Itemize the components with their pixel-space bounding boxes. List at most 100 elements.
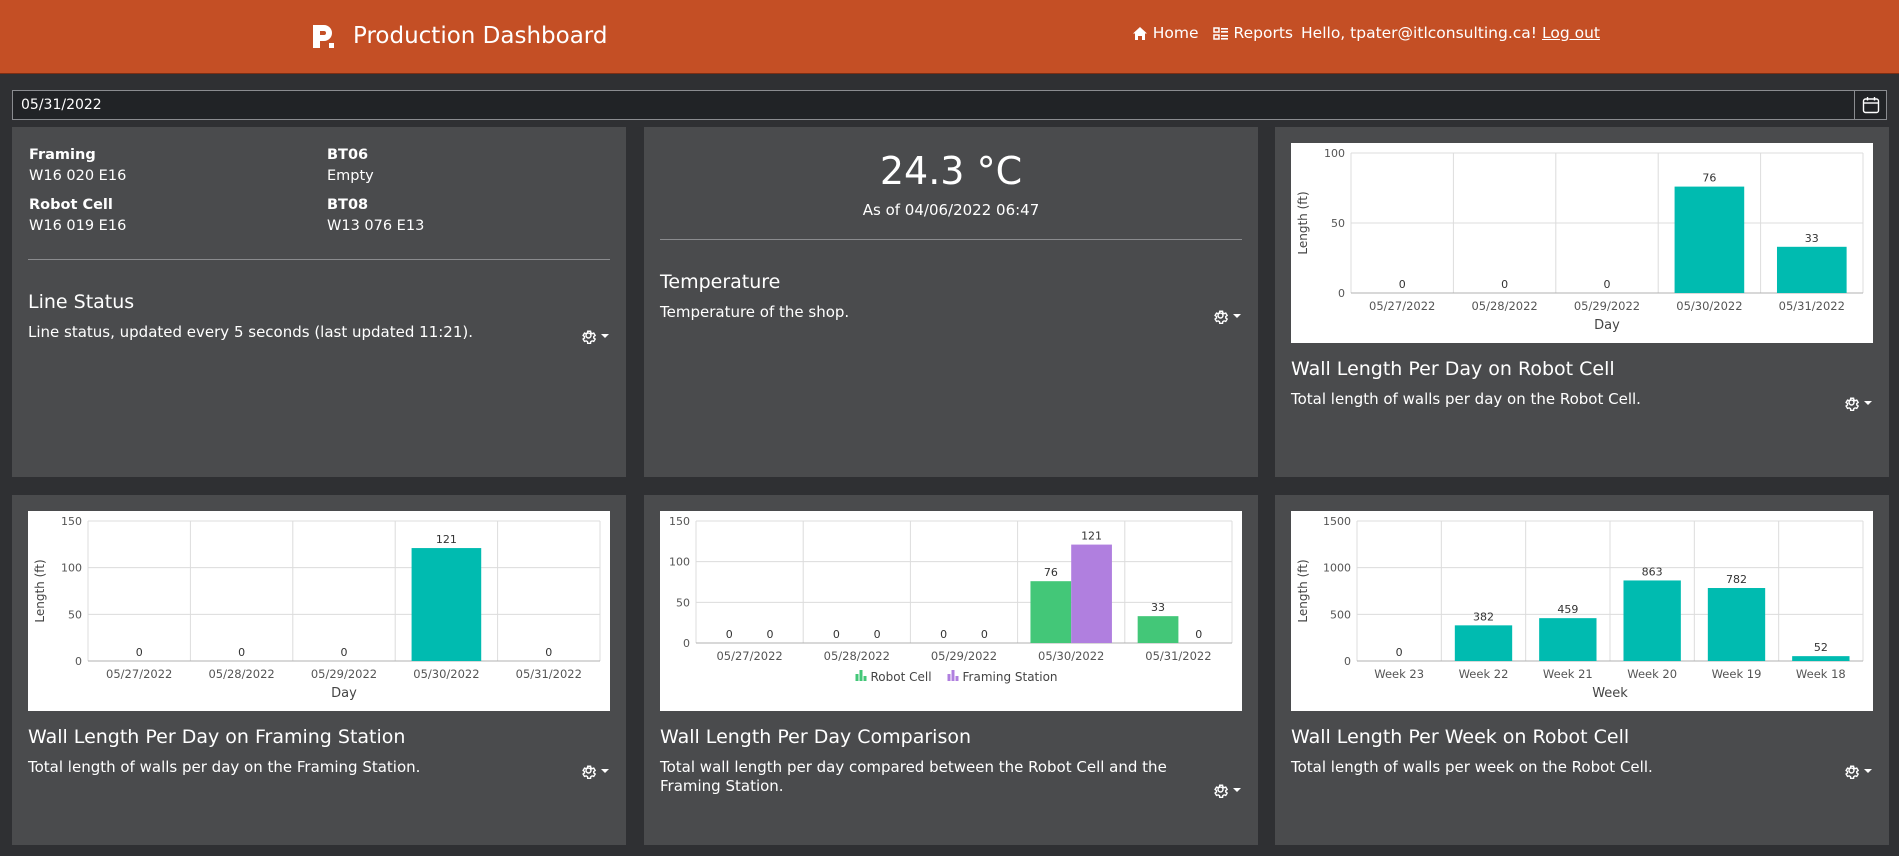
x-axis-label: Day <box>331 686 357 701</box>
comparison-chart: 0 50 100 150 0 0 05/27/2022 0 0 05/28/2022 0 0 05/29… <box>669 515 1233 684</box>
caret-down-icon <box>601 768 609 773</box>
x-tick-label: 05/31/2022 <box>1145 649 1211 663</box>
y-tick-label: 100 <box>669 556 690 569</box>
x-tick-label: 05/27/2022 <box>1369 299 1435 313</box>
robot-week-chart: 0 500 1000 1500 0 Week 23 382 Week 22 459 Week 21… <box>1296 515 1864 701</box>
line-status-card: Framing W16 020 E16 Robot Cell W16 019 E… <box>12 127 626 477</box>
top-nav: Home Reports Hello, tpater@itlconsulting… <box>1118 24 1600 42</box>
temperature-value: 24.3 °C <box>879 149 1023 193</box>
card-title: Wall Length Per Day on Robot Cell <box>1291 358 1615 380</box>
bar <box>1137 616 1179 643</box>
data-label: 382 <box>1473 610 1494 623</box>
brand[interactable]: Production Dashboard <box>309 16 607 56</box>
data-label: 33 <box>1805 232 1819 245</box>
y-tick-label: 50 <box>68 608 82 621</box>
card-description: Total wall length per day compared betwe… <box>660 758 1167 795</box>
x-tick-label: Week 20 <box>1627 667 1677 681</box>
card-settings-dropdown[interactable] <box>1843 394 1873 411</box>
x-tick-label: 05/28/2022 <box>1471 299 1537 313</box>
data-label: 0 <box>981 628 988 641</box>
data-label: 0 <box>341 646 348 659</box>
card-description: Temperature of the shop. <box>660 303 850 321</box>
card-title: Wall Length Per Day Comparison <box>660 726 972 748</box>
calendar-button[interactable] <box>1854 91 1886 119</box>
x-tick-label: 05/28/2022 <box>824 649 890 663</box>
legend-swatch <box>863 676 867 681</box>
robot-day-card: 0 50 100 0 05/27/2022 0 05/28/2022 0 05/29/2022 7… <box>1275 127 1889 477</box>
card-description: Total length of walls per day on the Rob… <box>1291 390 1641 408</box>
caret-down-icon <box>1864 768 1872 773</box>
x-tick-label: 05/29/2022 <box>931 649 997 663</box>
card-title: Temperature <box>660 271 781 293</box>
date-input[interactable]: 05/31/2022 <box>21 97 102 113</box>
card-title: Wall Length Per Day on Framing Station <box>28 726 406 748</box>
y-tick-label: 50 <box>1331 217 1345 230</box>
framing-day-chart-box: 0 50 100 150 0 05/27/2022 0 05/28/2022 0 05/29/20… <box>28 511 610 711</box>
x-tick-label: 05/30/2022 <box>1038 649 1104 663</box>
reports-icon <box>1212 26 1228 40</box>
data-label: 0 <box>766 628 773 641</box>
legend-swatch <box>951 670 955 681</box>
gear-icon <box>1214 310 1229 324</box>
calendar-icon <box>1862 97 1879 114</box>
data-label: 0 <box>136 646 143 659</box>
y-tick-label: 1000 <box>1323 562 1351 575</box>
logout-link[interactable]: Log out <box>1542 24 1600 42</box>
bar <box>1030 581 1072 643</box>
card-settings-dropdown[interactable] <box>580 762 610 779</box>
card-title: Line Status <box>28 291 135 313</box>
data-label: 76 <box>1044 566 1058 579</box>
card-settings-dropdown[interactable] <box>1843 762 1873 779</box>
caret-down-icon <box>1233 787 1241 792</box>
data-label: 0 <box>1501 278 1508 291</box>
caret-down-icon <box>1864 400 1872 405</box>
legend-swatch <box>859 670 863 681</box>
y-tick-label: 50 <box>676 596 690 609</box>
x-tick-label: 05/28/2022 <box>208 667 274 681</box>
line-status-col-left: Framing W16 020 E16 Robot Cell W16 019 E… <box>29 145 126 245</box>
data-label: 0 <box>833 628 840 641</box>
gear-icon <box>582 330 597 344</box>
robot-day-chart-box: 0 50 100 0 05/27/2022 0 05/28/2022 0 05/29/2022 7… <box>1291 143 1873 343</box>
y-tick-label: 1500 <box>1323 515 1351 528</box>
line-status-value: W13 076 E13 <box>327 218 425 234</box>
x-tick-label: 05/31/2022 <box>1779 299 1845 313</box>
data-label: 782 <box>1726 573 1747 586</box>
y-tick-label: 100 <box>61 562 82 575</box>
card-settings-dropdown[interactable] <box>1212 781 1242 798</box>
nav-home-link[interactable]: Home <box>1132 24 1199 42</box>
card-title: Wall Length Per Week on Robot Cell <box>1291 726 1630 748</box>
date-picker[interactable]: 05/31/2022 <box>12 90 1887 120</box>
y-axis-label: Length (ft) <box>1296 559 1310 622</box>
legend-swatch <box>855 674 859 681</box>
data-label: 0 <box>726 628 733 641</box>
nav-reports-link[interactable]: Reports <box>1212 24 1293 42</box>
data-label: 0 <box>1399 278 1406 291</box>
gear-icon <box>1214 784 1229 798</box>
data-label: 0 <box>238 646 245 659</box>
robot-week-chart-box: 0 500 1000 1500 0 Week 23 382 Week 22 459 Week 21… <box>1291 511 1873 711</box>
data-label: 121 <box>1081 530 1102 543</box>
card-description: Total length of walls per day on the Fra… <box>28 758 421 776</box>
x-tick-label: 05/31/2022 <box>516 667 582 681</box>
card-settings-dropdown[interactable] <box>580 327 610 344</box>
x-axis-label: Week <box>1592 686 1628 701</box>
bar <box>1707 588 1766 661</box>
data-label: 863 <box>1642 565 1663 578</box>
card-settings-dropdown[interactable] <box>1212 307 1242 324</box>
x-tick-label: Week 22 <box>1459 667 1509 681</box>
legend-label: Framing Station <box>963 670 1058 684</box>
y-tick-label: 150 <box>669 515 690 528</box>
caret-down-icon <box>601 333 609 338</box>
framing-day-card: 0 50 100 150 0 05/27/2022 0 05/28/2022 0 05/29/20… <box>12 495 626 845</box>
framing-day-chart: 0 50 100 150 0 05/27/2022 0 05/28/2022 0 05/29/20… <box>33 515 601 701</box>
caret-down-icon <box>1233 313 1241 318</box>
data-label: 121 <box>436 533 457 546</box>
temperature-timestamp: As of 04/06/2022 06:47 <box>862 201 1040 219</box>
y-tick-label: 0 <box>683 637 690 650</box>
comparison-chart-box: 0 50 100 150 0 0 05/27/2022 0 0 05/28/2022 0 0 05/29… <box>660 511 1242 711</box>
line-status-label: Framing <box>29 147 96 163</box>
y-tick-label: 0 <box>1338 287 1345 300</box>
robot-week-card: 0 500 1000 1500 0 Week 23 382 Week 22 459 Week 21… <box>1275 495 1889 845</box>
data-label: 33 <box>1151 601 1165 614</box>
